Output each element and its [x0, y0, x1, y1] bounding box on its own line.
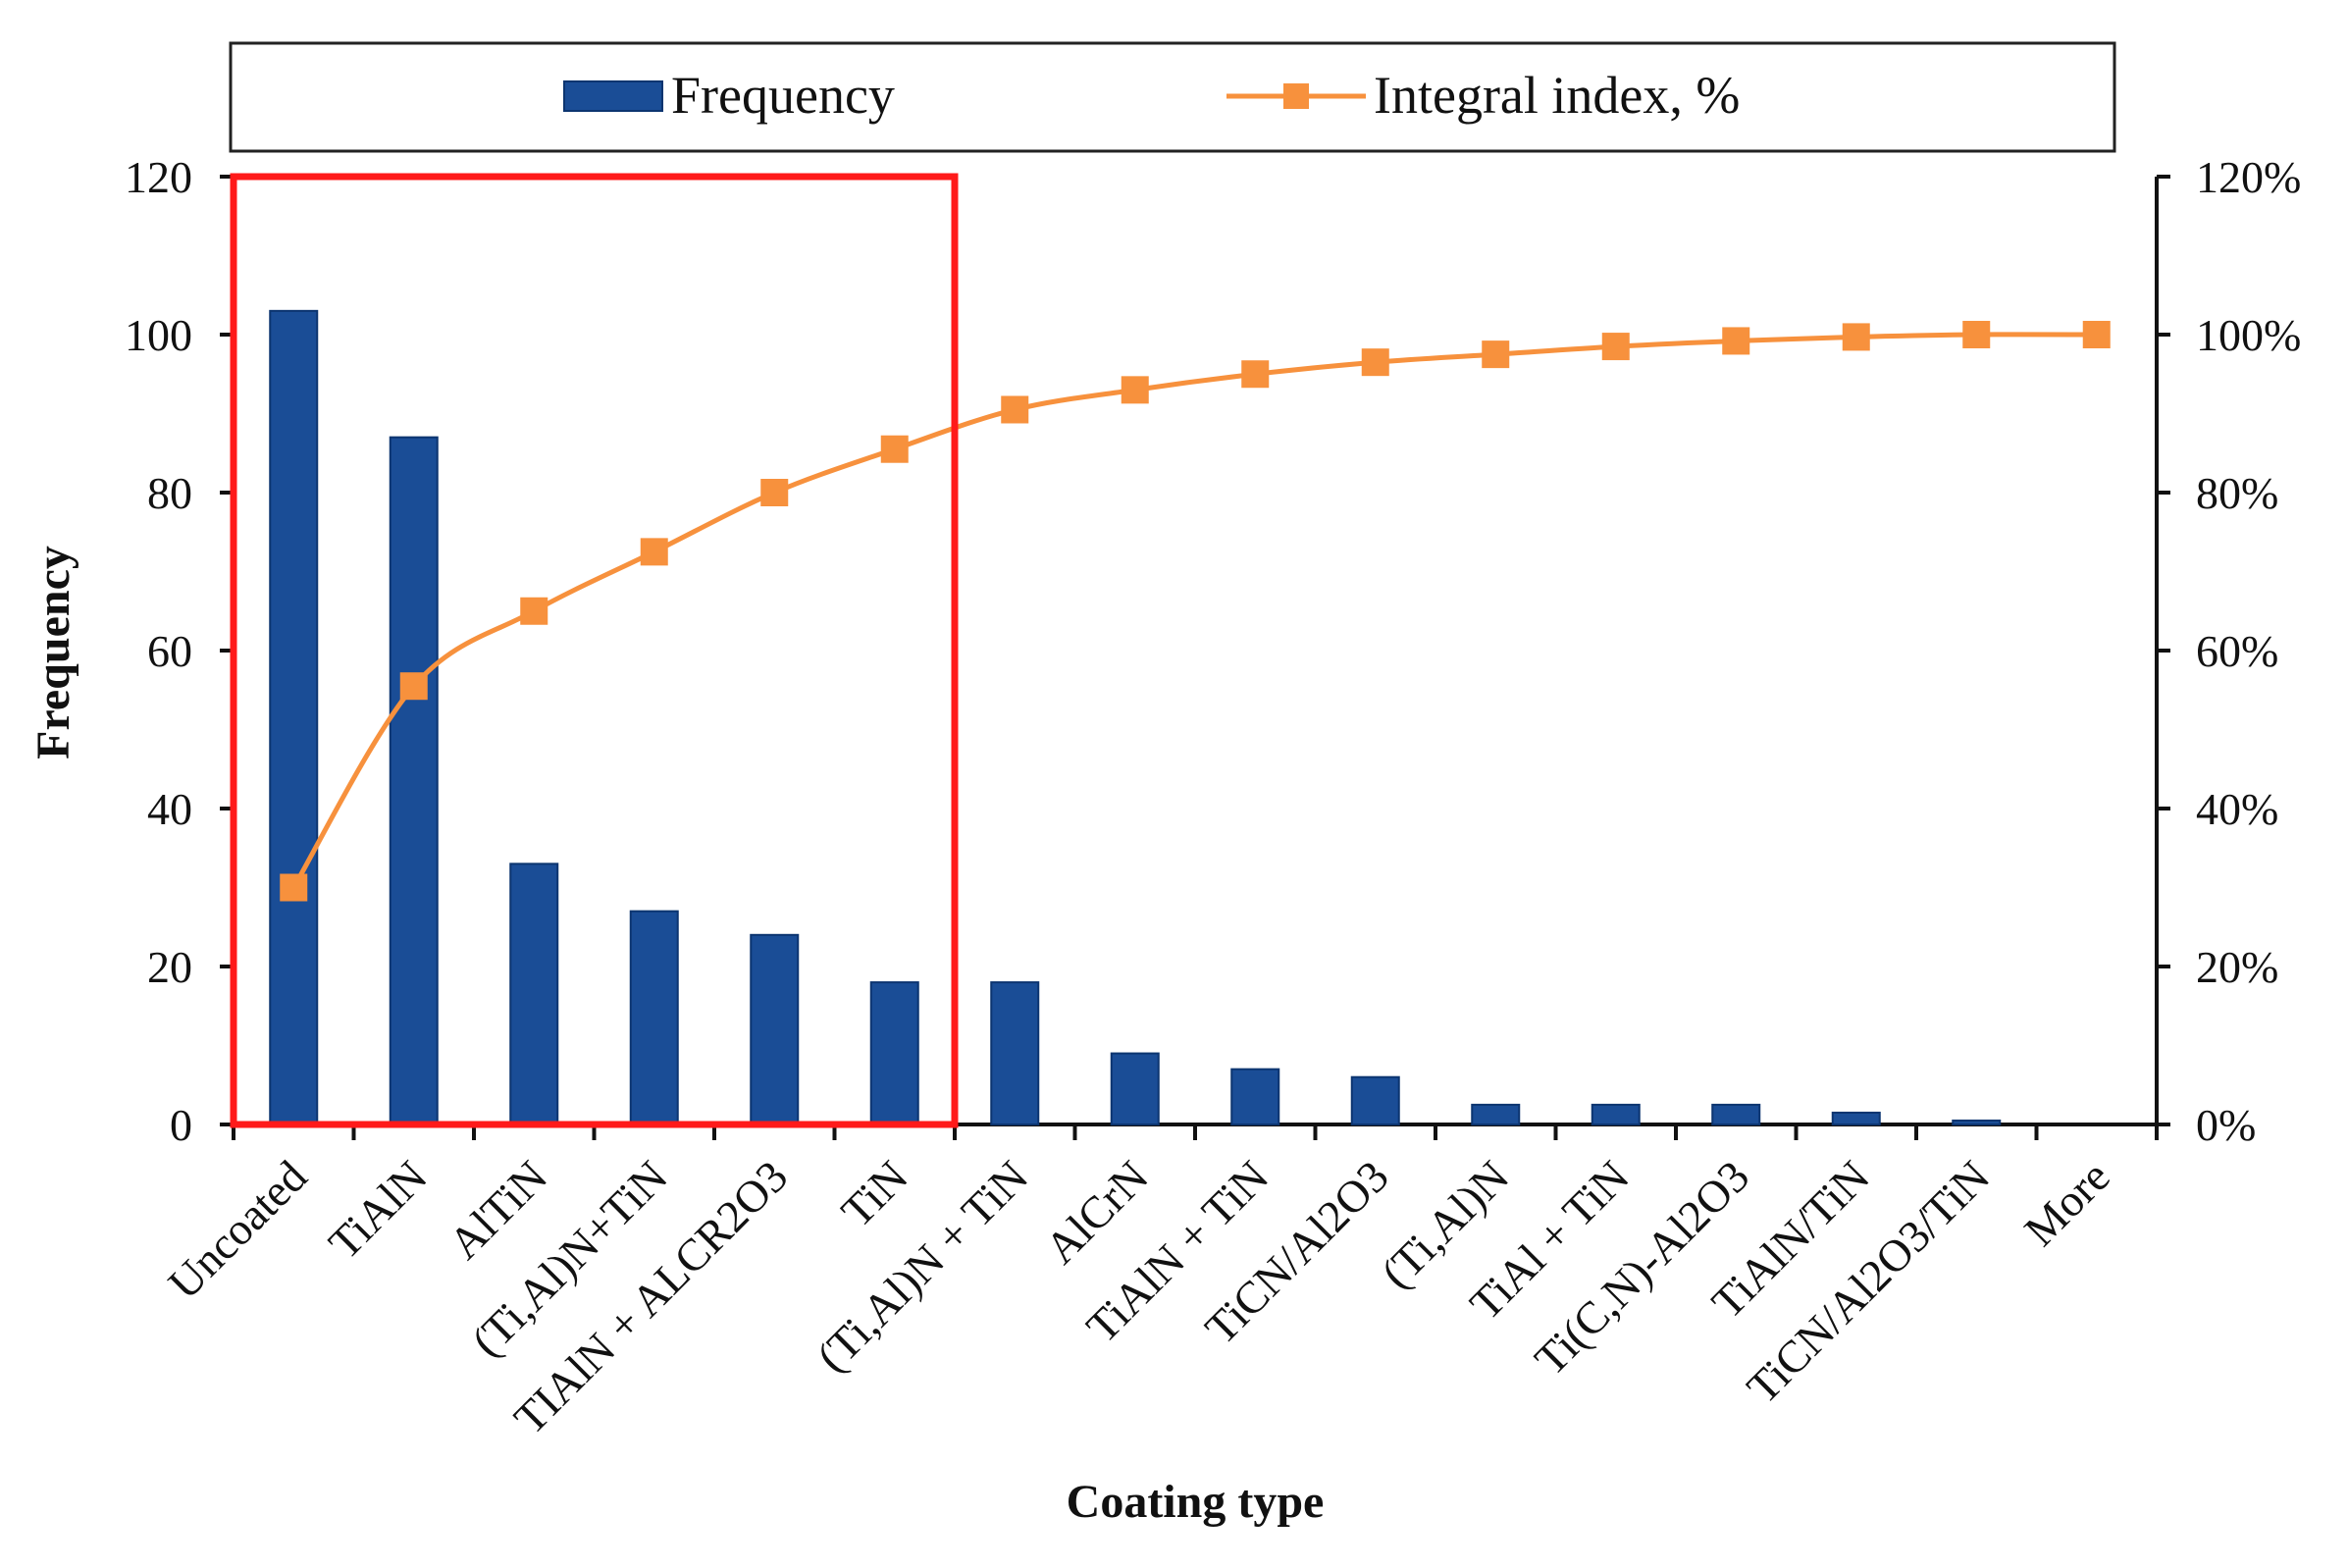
bar: [1711, 1103, 1761, 1125]
right-tick-label: 20%: [2196, 942, 2278, 992]
x-axis-title: Coating type: [1067, 1476, 1325, 1528]
left-tick-label: 60: [147, 626, 192, 676]
line-point: [760, 479, 789, 506]
bar: [1110, 1052, 1160, 1126]
legend-box: [229, 41, 2116, 153]
legend-line-marker: [1283, 83, 1309, 109]
line-point: [640, 538, 668, 566]
y-axis-title: Frequency: [27, 546, 79, 759]
line-point: [399, 672, 428, 701]
bar: [509, 862, 559, 1125]
highlight-box-group: [230, 173, 959, 1128]
line-point: [1842, 323, 1870, 351]
legend-label-frequency: Frequency: [671, 66, 895, 125]
bar: [1952, 1119, 2002, 1125]
bar: [990, 981, 1040, 1125]
bar: [750, 933, 800, 1125]
line-point: [1121, 376, 1149, 404]
category-label: TiAlN: [319, 1151, 437, 1269]
left-axis-ticks: 0 20 40 60 80 100 120: [125, 152, 234, 1150]
line-point: [1482, 340, 1510, 369]
frequency-bars: [269, 309, 2002, 1126]
category-label: Uncoated: [159, 1151, 317, 1309]
line-point: [520, 597, 548, 625]
highlight-box: [230, 173, 959, 1128]
bar: [1831, 1111, 1881, 1126]
line-point: [1241, 360, 1270, 389]
category-label: TiN: [832, 1151, 917, 1236]
right-tick-label: 40%: [2196, 784, 2278, 834]
category-label: (Ti,Al)N + TiN: [807, 1151, 1037, 1382]
right-tick-label: 120%: [2196, 152, 2301, 202]
integral-index-line-path: [291, 332, 2097, 889]
line-point: [2082, 321, 2111, 348]
right-axis-ticks: 0% 20% 40% 60% 80% 100% 120%: [2157, 152, 2301, 1150]
line-point: [1361, 348, 1389, 377]
integral-index-line: [280, 321, 2111, 902]
legend-bar-swatch: [563, 80, 663, 112]
left-axis: 0 20 40 60 80 100 120: [125, 152, 235, 1150]
left-tick-label: 100: [125, 310, 192, 360]
right-axis: 0% 20% 40% 60% 80% 100% 120%: [2155, 152, 2301, 1150]
bar: [869, 981, 919, 1125]
right-tick-label: 0%: [2196, 1100, 2256, 1150]
right-tick-label: 100%: [2196, 310, 2301, 360]
left-tick-label: 80: [147, 468, 192, 518]
category-label: More: [2014, 1151, 2119, 1256]
line-point: [1962, 321, 1991, 348]
line-point: [1601, 333, 1630, 361]
left-tick-label: 0: [170, 1100, 192, 1150]
bar: [1591, 1103, 1641, 1125]
bar: [1230, 1068, 1280, 1126]
line-point: [1722, 327, 1750, 355]
legend-label-integral-index: Integral index, %: [1374, 66, 1740, 125]
bar: [1471, 1103, 1521, 1125]
bar: [629, 910, 679, 1126]
category-label: Ti(C,N)-Al2O3: [1525, 1151, 1758, 1385]
left-tick-label: 40: [147, 784, 192, 834]
legend: Frequency Integral index, %: [229, 41, 2116, 153]
bar: [269, 309, 319, 1126]
category-label: AlTiN: [439, 1151, 556, 1269]
bar: [1350, 1075, 1400, 1125]
bar: [389, 436, 439, 1125]
right-tick-label: 60%: [2196, 626, 2278, 676]
left-tick-label: 20: [147, 942, 192, 992]
right-tick-label: 80%: [2196, 468, 2278, 518]
line-point: [1001, 395, 1029, 424]
line-point: [280, 873, 308, 902]
left-tick-label: 120: [125, 152, 192, 202]
line-point: [880, 435, 909, 463]
